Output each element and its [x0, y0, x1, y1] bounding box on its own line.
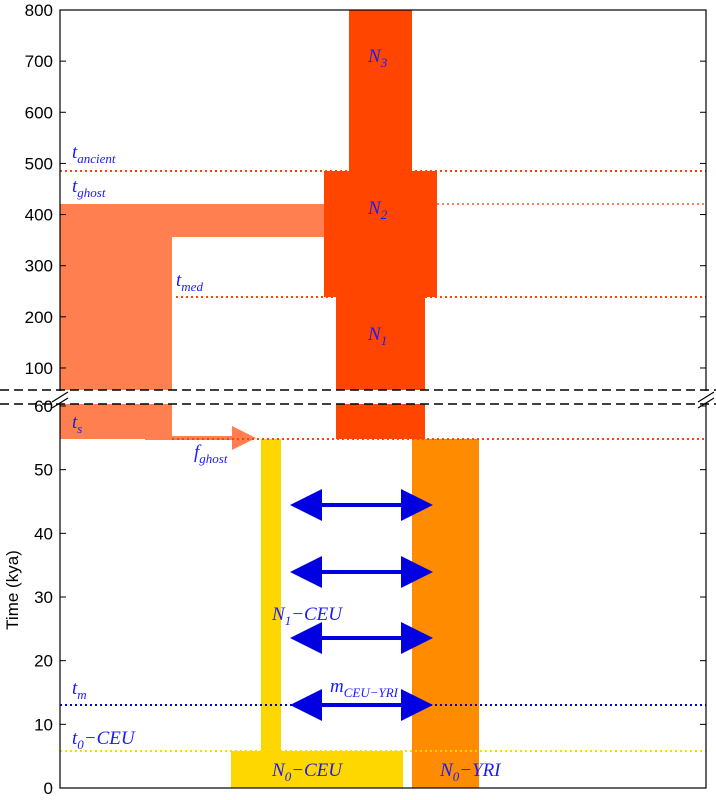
pop-n1-lower	[336, 404, 425, 439]
break-gap	[0, 391, 716, 403]
label-sub: s	[77, 421, 82, 436]
label-n1-ceu: N1−CEU	[271, 604, 343, 628]
tick-label: 20	[34, 652, 53, 671]
tick-label: 500	[25, 154, 53, 173]
time-lines	[60, 170, 706, 752]
pop-ceu	[261, 439, 281, 751]
tick-label: 50	[34, 461, 53, 480]
pop-ceu-base	[231, 751, 403, 788]
tick-label: 0	[44, 779, 53, 798]
label-sub: 1	[285, 613, 292, 628]
tick-label: 100	[25, 359, 53, 378]
label-main: m	[330, 676, 344, 697]
break-mark	[51, 397, 69, 409]
tick-label: 800	[25, 1, 53, 20]
label-n2: N2	[367, 198, 388, 222]
label-rest: −CEU	[84, 728, 136, 749]
label-main: t	[72, 142, 78, 163]
label-sub: 0	[285, 769, 292, 784]
label-m-ceu-yri: mCEU−YRI	[330, 676, 399, 700]
label-f-ghost: fghost	[194, 442, 228, 466]
label-main: t	[72, 728, 78, 749]
migration-arrows	[290, 489, 433, 721]
label-sub: 1	[381, 333, 388, 348]
label-sub: med	[181, 279, 203, 294]
populations	[60, 10, 479, 788]
tick-label: 700	[25, 52, 53, 71]
label-rest: −CEU	[291, 604, 343, 625]
label-t-ancient: tancient	[72, 142, 116, 166]
tick-label: 10	[34, 715, 53, 734]
label-sub: m	[77, 687, 86, 702]
tick-label: 300	[25, 257, 53, 276]
tick-label: 400	[25, 206, 53, 225]
label-main: f	[194, 442, 202, 463]
label-sub: ghost	[77, 185, 106, 200]
label-sub: 0	[77, 737, 84, 752]
ghost-pop-lower	[60, 404, 172, 439]
label-sub: ancient	[77, 151, 116, 166]
tick-label: 40	[34, 524, 53, 543]
pop-n2	[324, 171, 437, 297]
tick-label: 60	[34, 397, 53, 416]
label-sub: CEU−YRI	[344, 685, 399, 700]
label-main: t	[72, 678, 78, 699]
label-t0-ceu: t0−CEU	[72, 728, 136, 752]
label-n0-yri: N0−YRI	[439, 760, 502, 784]
label-main: N	[271, 760, 286, 781]
label-t-m: tm	[72, 678, 87, 702]
ghost-pop	[60, 204, 172, 390]
label-main: N	[367, 324, 382, 345]
break-mark	[51, 391, 69, 403]
tick-label: 200	[25, 308, 53, 327]
labels: N3N2N1tancienttghosttmedtsfghostN1−CEUmC…	[72, 46, 502, 784]
break-mark	[697, 391, 715, 403]
label-sub: 0	[453, 769, 460, 784]
label-rest: −YRI	[459, 760, 502, 781]
label-n1: N1	[367, 324, 387, 348]
label-n0-ceu: N0−CEU	[271, 760, 343, 784]
label-main: N	[439, 760, 454, 781]
tick-label: 30	[34, 588, 53, 607]
label-main: N	[367, 46, 382, 67]
label-main: t	[176, 270, 182, 291]
label-t-med: tmed	[176, 270, 203, 294]
label-sub: 2	[381, 207, 388, 222]
tick-label: 600	[25, 103, 53, 122]
label-t-ghost: tghost	[72, 176, 106, 200]
label-rest: −CEU	[291, 760, 343, 781]
pop-n1	[336, 297, 425, 390]
axis-label: Time (kya)	[3, 550, 22, 630]
label-main: t	[72, 176, 78, 197]
label-main: N	[271, 604, 286, 625]
label-main: t	[72, 412, 78, 433]
label-t-s: ts	[72, 412, 82, 436]
label-sub: 3	[380, 55, 388, 70]
label-n3: N3	[367, 46, 388, 70]
pop-n3	[349, 10, 412, 171]
label-sub: ghost	[199, 451, 228, 466]
pop-yri	[412, 439, 479, 788]
label-main: N	[367, 198, 382, 219]
